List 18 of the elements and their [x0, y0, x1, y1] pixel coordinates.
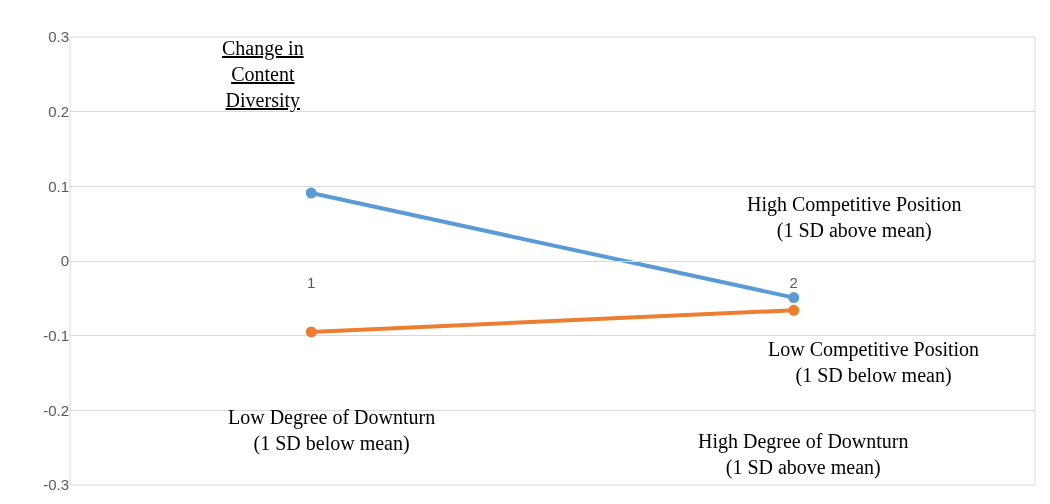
point	[788, 292, 800, 304]
y-tick-label: 0	[60, 252, 69, 270]
y-tick-label: 0.3	[48, 28, 69, 46]
point	[788, 304, 800, 316]
y-tick-label: -0.1	[43, 326, 69, 344]
annotation: Low Degree of Downturn (1 SD below mean)	[228, 406, 436, 455]
y-tick-label: -0.3	[43, 476, 69, 494]
series-label: Low Competitive Position (1 SD below mean)	[768, 338, 980, 387]
x-tick-label: 2	[789, 274, 798, 291]
y-tick-label: -0.2	[43, 401, 69, 419]
y-tick-label: 0.1	[48, 177, 69, 195]
y-axis-title: Change in Content Diversity	[222, 37, 304, 112]
point	[305, 187, 317, 199]
annotation: High Degree of Downturn (1 SD above mean)	[698, 430, 909, 479]
x-tick-label: 1	[307, 274, 316, 291]
y-tick-label: 0.2	[48, 102, 69, 120]
point	[305, 326, 317, 338]
text: High Competitive Position (1 SD above mean)	[747, 193, 962, 242]
